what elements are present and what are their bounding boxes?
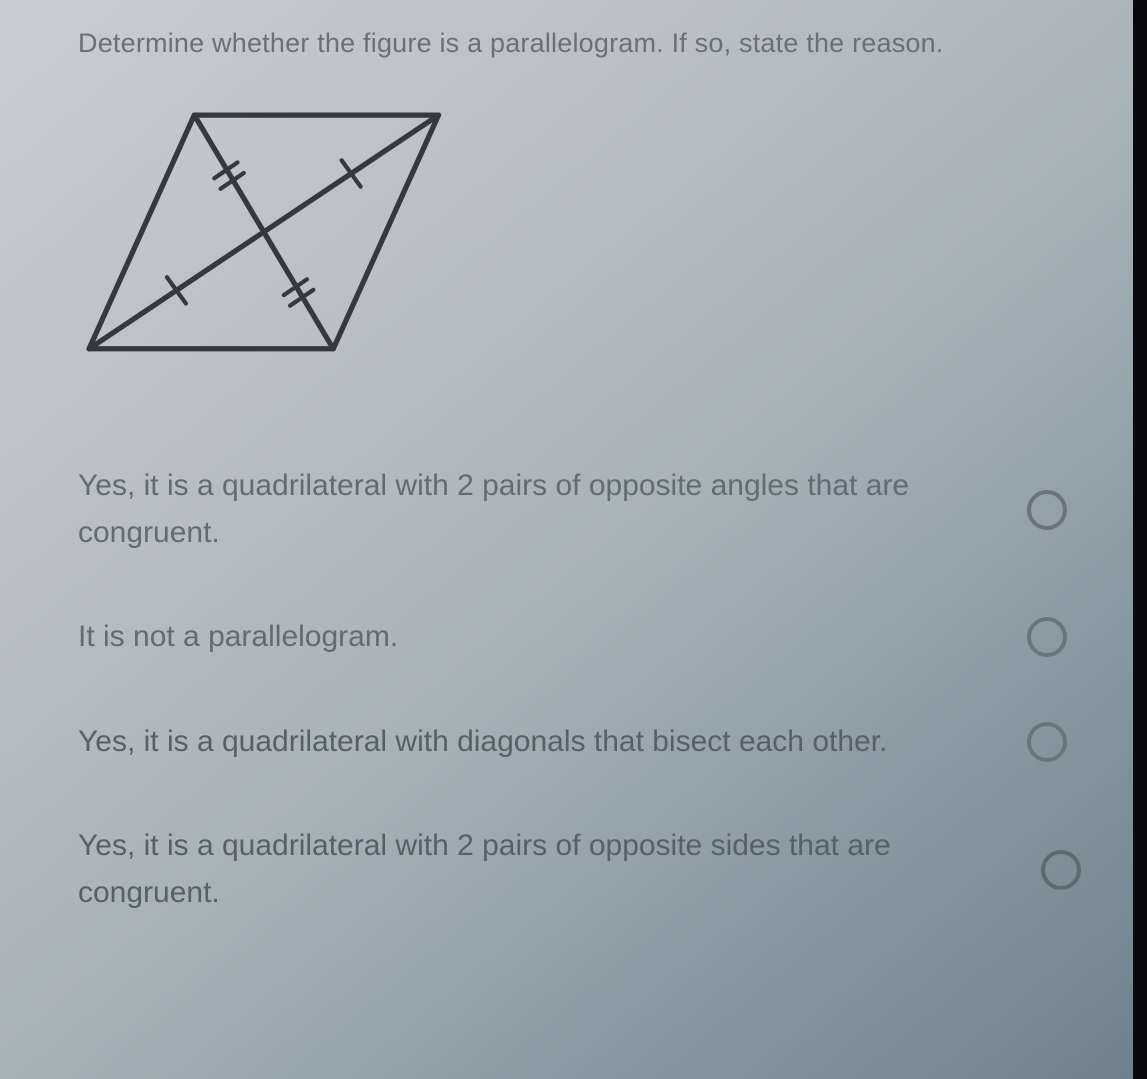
radio-icon[interactable] [1027, 617, 1067, 657]
option-4[interactable]: Yes, it is a quadrilateral with 2 pairs … [78, 823, 1067, 916]
device-bezel [1133, 0, 1147, 1079]
tick-d2-bottom [167, 277, 186, 303]
option-1-label: Yes, it is a quadrilateral with 2 pairs … [78, 463, 997, 556]
answer-options: Yes, it is a quadrilateral with 2 pairs … [78, 463, 1077, 916]
radio-icon[interactable] [1041, 850, 1081, 890]
option-4-label: Yes, it is a quadrilateral with 2 pairs … [78, 823, 997, 916]
parallelogram-svg [68, 83, 468, 383]
question-text: Determine whether the figure is a parall… [78, 28, 1077, 59]
option-1[interactable]: Yes, it is a quadrilateral with 2 pairs … [78, 463, 1067, 556]
parallelogram-figure [68, 83, 468, 383]
option-3-label: Yes, it is a quadrilateral with diagonal… [78, 719, 997, 766]
option-2-label: It is not a parallelogram. [78, 614, 997, 661]
radio-icon[interactable] [1027, 490, 1067, 530]
tick-d2-top [342, 160, 361, 186]
radio-icon[interactable] [1027, 722, 1067, 762]
option-2[interactable]: It is not a parallelogram. [78, 614, 1067, 661]
option-3[interactable]: Yes, it is a quadrilateral with diagonal… [78, 719, 1067, 766]
